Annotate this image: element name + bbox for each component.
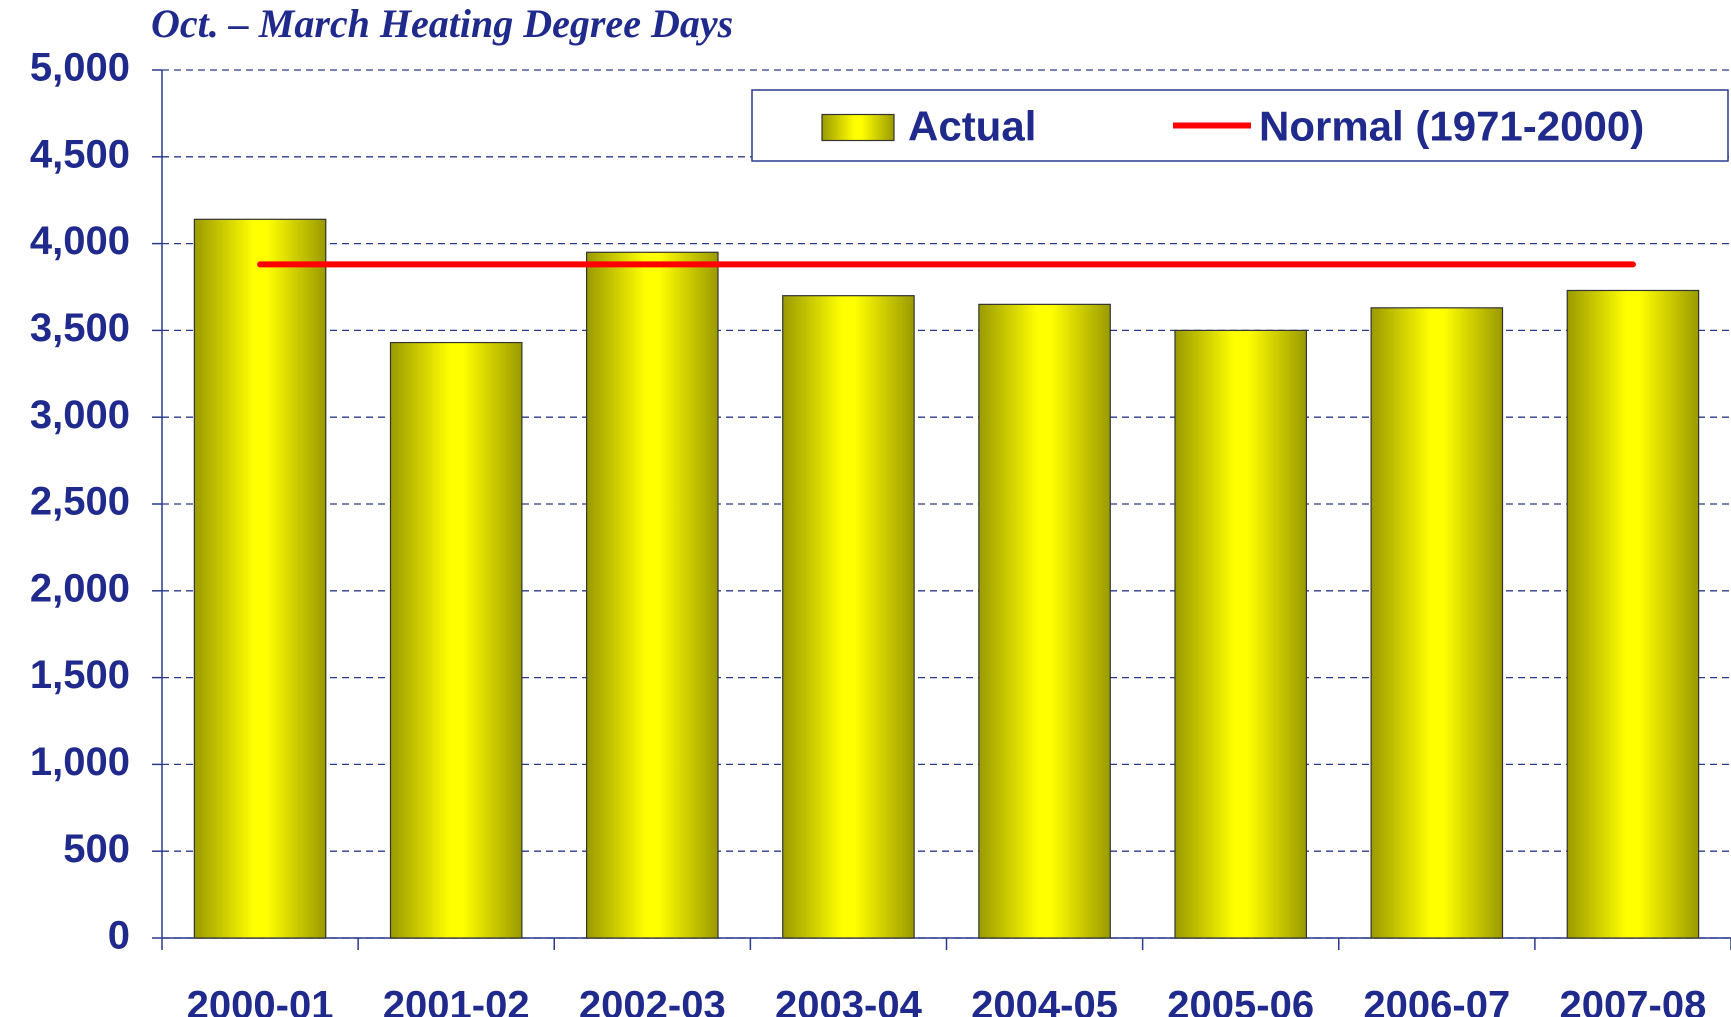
y-tick-label: 4,500 bbox=[30, 132, 130, 176]
bar bbox=[1370, 307, 1504, 939]
y-tick-label: 4,000 bbox=[30, 219, 130, 263]
legend-swatch bbox=[821, 113, 895, 142]
x-tick-label: 2007-08 bbox=[1560, 984, 1707, 1017]
bar bbox=[1174, 329, 1307, 939]
chart-title: Oct. – March Heating Degree Days bbox=[151, 1, 733, 46]
legend-label: Actual bbox=[908, 103, 1036, 150]
bar bbox=[1566, 289, 1700, 939]
x-tick-label: 2005-06 bbox=[1167, 984, 1314, 1017]
x-tick-label: 2004-05 bbox=[971, 984, 1118, 1017]
y-tick-label: 0 bbox=[108, 914, 130, 958]
x-tick-label: 2002-03 bbox=[579, 984, 726, 1017]
bar bbox=[586, 251, 719, 939]
bar bbox=[389, 341, 523, 939]
bar bbox=[978, 303, 1111, 939]
y-tick-label: 1,000 bbox=[30, 740, 130, 784]
bar bbox=[193, 218, 327, 939]
y-tick-label: 1,500 bbox=[30, 653, 130, 697]
y-tick-label: 2,500 bbox=[30, 480, 130, 524]
x-tick-label: 2006-07 bbox=[1363, 984, 1510, 1017]
y-tick-label: 3,500 bbox=[30, 306, 130, 350]
legend-label: Normal (1971-2000) bbox=[1259, 103, 1644, 150]
x-tick-label: 2001-02 bbox=[383, 984, 530, 1017]
bar bbox=[782, 295, 915, 939]
x-tick-label: 2003-04 bbox=[775, 984, 923, 1017]
y-tick-label: 5,000 bbox=[30, 46, 130, 90]
x-tick-label: 2000-01 bbox=[187, 984, 334, 1017]
y-tick-label: 2,000 bbox=[30, 566, 130, 610]
y-tick-label: 500 bbox=[63, 827, 130, 871]
y-tick-label: 3,000 bbox=[30, 393, 130, 437]
